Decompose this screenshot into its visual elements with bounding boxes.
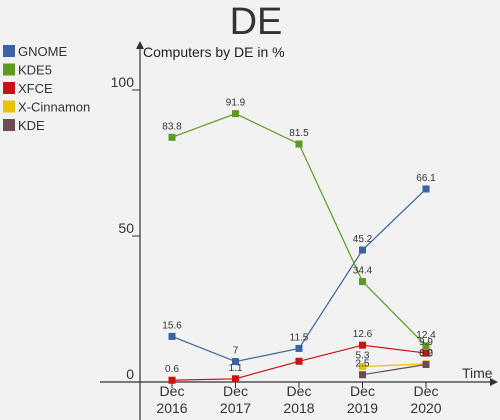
- y-axis-arrow-icon: [136, 41, 144, 49]
- data-point-kde: [422, 360, 430, 368]
- x-tick-label: Dec: [287, 383, 312, 399]
- data-label-kde5: 83.8: [162, 121, 182, 132]
- data-point-gnome: [232, 358, 239, 366]
- data-label-xfce: 9.9: [419, 337, 433, 348]
- data-label-gnome: 66.1: [416, 173, 436, 184]
- data-point-kde: [359, 371, 366, 379]
- chart-subtitle: Computers by DE in %: [143, 44, 285, 60]
- legend-label: KDE5: [18, 63, 52, 78]
- legend-label: GNOME: [18, 44, 67, 59]
- data-label-kde: 6.0: [419, 348, 433, 359]
- legend-label: XFCE: [18, 81, 53, 96]
- data-point-kde5: [422, 342, 430, 350]
- data-point-kde5: [168, 133, 176, 141]
- x-axis-arrow-icon: [490, 378, 498, 386]
- data-label-kde5: 12.4: [416, 330, 436, 341]
- legend: GNOME KDE5 XFCE X-Cinnamon KDE: [3, 44, 90, 133]
- data-points: [168, 110, 430, 384]
- y-ticks: 0 50 100: [111, 74, 140, 383]
- data-point-gnome: [422, 185, 430, 193]
- series-line-kde5: [171, 113, 427, 347]
- x-tick-label: 2017: [220, 400, 251, 416]
- x-tick-label: Dec: [414, 383, 439, 399]
- data-point-kde5: [232, 110, 239, 118]
- data-label-xfce: 12.6: [353, 329, 373, 340]
- data-point-x-cinnamon: [359, 363, 366, 371]
- y-tick-label: 50: [118, 220, 134, 236]
- data-point-xfce: [295, 357, 303, 365]
- data-point-xfce: [422, 349, 430, 357]
- data-point-gnome: [359, 246, 366, 254]
- x-tick-label: 2018: [283, 400, 314, 416]
- y-tick-label: 100: [111, 74, 135, 90]
- axes: Time: [100, 41, 498, 420]
- data-point-xfce: [359, 341, 366, 349]
- data-label-kde5: 91.9: [226, 98, 246, 109]
- data-label-gnome: 11.5: [290, 332, 309, 343]
- legend-swatch: [3, 45, 15, 57]
- legend-swatch: [3, 63, 15, 76]
- data-point-kde5: [359, 278, 366, 286]
- data-point-xfce: [168, 376, 176, 384]
- data-point-kde5: [295, 140, 303, 148]
- legend-label: KDE: [18, 118, 45, 133]
- legend-item-kde: KDE: [3, 118, 45, 133]
- data-label-x-cinnamon: 6.2: [419, 348, 433, 359]
- data-label-xfce: 1.1: [229, 363, 243, 374]
- y-tick-label: 0: [126, 366, 134, 382]
- data-label-gnome: 7: [233, 346, 239, 357]
- data-point-gnome: [295, 344, 303, 352]
- legend-item-kde5: KDE5: [3, 63, 52, 78]
- x-axis-title: Time: [462, 365, 493, 381]
- legend-item-x-cinnamon: X-Cinnamon: [3, 100, 90, 115]
- series-line-x-cinnamon: [362, 363, 427, 368]
- chart-title: DE: [230, 1, 283, 43]
- x-tick-label: Dec: [350, 383, 375, 399]
- x-tick-label: 2016: [156, 400, 187, 416]
- data-label-gnome: 15.6: [162, 320, 182, 331]
- legend-label: X-Cinnamon: [18, 100, 90, 115]
- x-tick-label: Dec: [160, 383, 185, 399]
- legend-swatch: [3, 119, 15, 131]
- series-line-kde: [362, 363, 427, 376]
- data-labels: 15.6 7 11.5 45.2 66.1 83.8 91.9 81.5 34.4 12.4 0.6…: [162, 98, 436, 376]
- legend-swatch: [3, 100, 15, 113]
- x-tick-label: 2019: [347, 400, 378, 416]
- legend-item-xfce: XFCE: [3, 81, 53, 96]
- data-label-x-cinnamon: 5.3: [356, 351, 370, 362]
- data-point-xfce: [232, 375, 239, 383]
- x-tick-label: 2020: [410, 400, 441, 416]
- legend-item-gnome: GNOME: [3, 44, 67, 59]
- data-label-kde5: 34.4: [353, 266, 373, 277]
- data-label-xfce: 0.6: [165, 364, 179, 375]
- data-point-gnome: [168, 332, 176, 340]
- data-label-kde5: 81.5: [289, 128, 309, 139]
- legend-swatch: [3, 82, 15, 94]
- data-label-kde: 2.5: [356, 359, 370, 370]
- data-label-gnome: 45.2: [353, 234, 373, 245]
- x-tick-label: Dec: [223, 383, 248, 399]
